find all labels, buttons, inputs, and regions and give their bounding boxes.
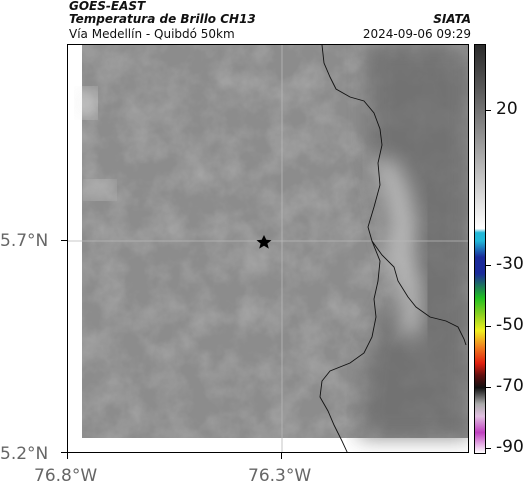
colorbar-label: -30 [496, 254, 524, 274]
colorbar-tick [486, 110, 491, 111]
star-icon [256, 235, 272, 249]
colorbar-label: -90 [496, 437, 524, 457]
lat-tick-label: 5.7°N [0, 231, 49, 251]
colorbar-tick [486, 387, 491, 388]
lat-tickmark [61, 452, 67, 453]
agency-title: GOES-EAST [69, 0, 146, 13]
colorbar-tick [486, 265, 491, 266]
satellite-image [68, 45, 468, 452]
colorbar-label: 20 [496, 99, 518, 119]
lat-tick-label: 5.2°N [0, 444, 49, 464]
colorbar-label: -70 [496, 376, 524, 396]
colorbar-label: -50 [496, 315, 524, 335]
department-border [321, 45, 467, 346]
organization-label: SIATA [433, 12, 471, 26]
region-subtitle: Vía Medellín - Quibdó 50km [69, 27, 235, 41]
satellite-map[interactable] [67, 44, 469, 453]
department-border [319, 240, 381, 452]
colorbar-tick [486, 448, 491, 449]
datetime-label: 2024-09-06 09:29 [362, 27, 471, 41]
lat-tickmark [61, 240, 67, 241]
product-title: Temperatura de Brillo CH13 [69, 12, 256, 26]
lon-tick-label: 76.3°W [248, 466, 312, 486]
colorbar [474, 44, 486, 454]
colorbar-tick [486, 326, 491, 327]
lon-tick-label: 76.8°W [34, 466, 98, 486]
lon-tickmark [281, 453, 282, 459]
lon-tickmark [67, 453, 68, 459]
